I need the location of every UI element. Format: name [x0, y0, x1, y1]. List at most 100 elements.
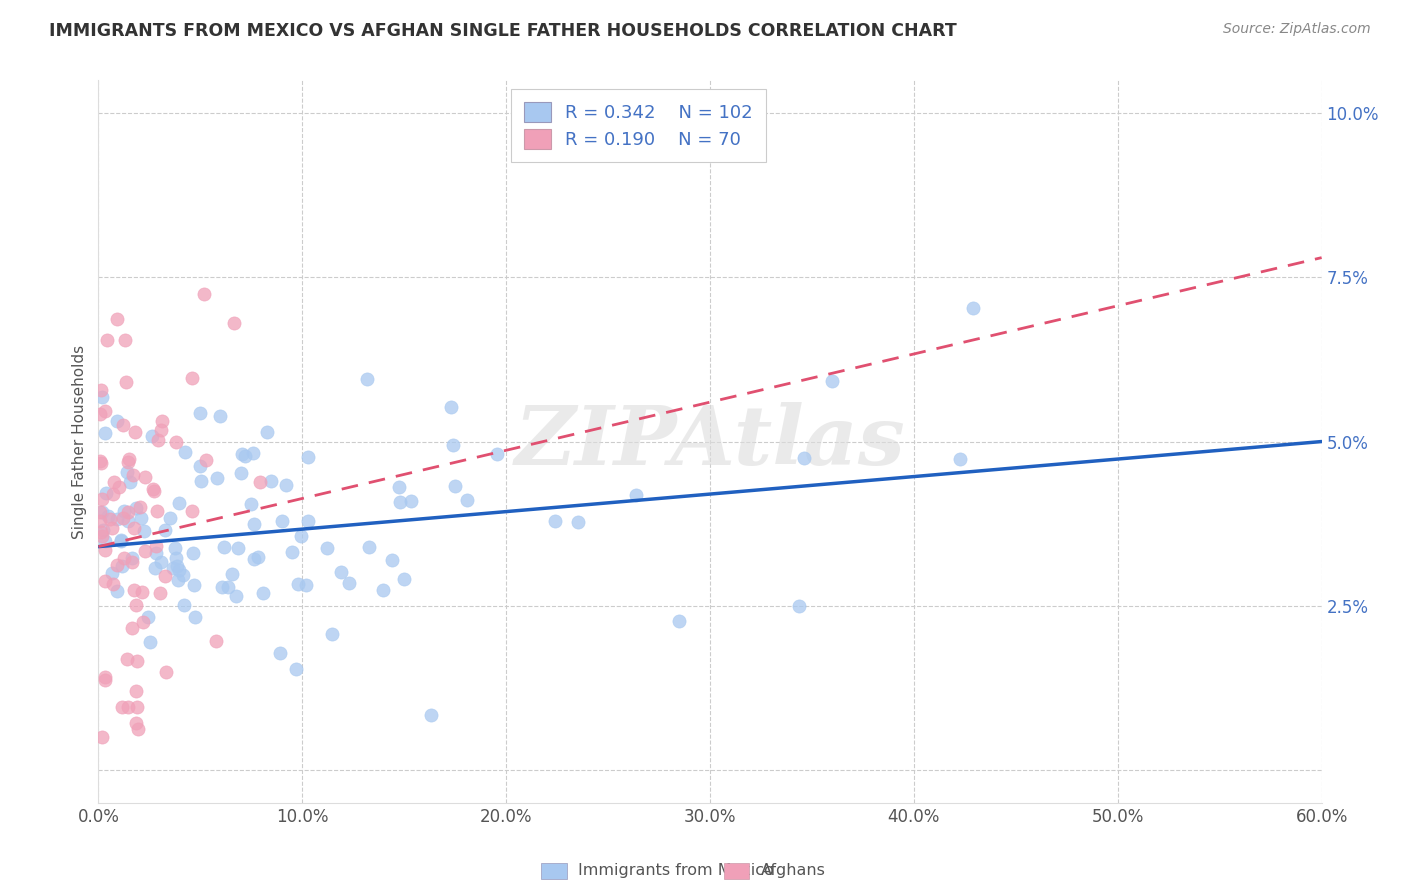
Point [204, 634, 226, 648]
Point [103, 475, 125, 489]
Point [231, 447, 253, 461]
Point [124, 425, 146, 439]
Point [90, 384, 112, 398]
Point [117, 455, 139, 469]
Point [117, 505, 139, 519]
Point [145, 504, 167, 518]
Point [89, 514, 111, 528]
Point [174, 444, 197, 458]
Point [105, 558, 128, 573]
Point [105, 414, 128, 428]
Point [112, 504, 135, 518]
Legend: R = 0.342    N = 102, R = 0.190    N = 70: R = 0.342 N = 102, R = 0.190 N = 70 [512, 89, 765, 161]
Point [105, 584, 128, 599]
Point [121, 621, 143, 635]
Point [111, 699, 134, 714]
Point [94, 673, 117, 687]
Point [371, 582, 394, 597]
Text: ZIPAtlas: ZIPAtlas [515, 401, 905, 482]
Point [159, 510, 181, 524]
Point [150, 555, 173, 569]
Point [225, 590, 247, 604]
Point [444, 479, 467, 493]
Point [184, 610, 207, 624]
Point [356, 372, 378, 386]
Point [624, 488, 647, 502]
Point [165, 551, 187, 566]
Point [134, 470, 156, 484]
Point [188, 406, 211, 420]
Text: Afghans: Afghans [761, 863, 825, 878]
Point [285, 662, 308, 676]
Point [91, 492, 114, 507]
Point [117, 514, 139, 528]
Point [165, 435, 187, 450]
Point [173, 598, 195, 612]
Point [124, 684, 146, 698]
Text: Immigrants from Mexico: Immigrants from Mexico [578, 863, 773, 878]
Point [141, 429, 163, 443]
Point [221, 567, 243, 582]
Text: Source: ZipAtlas.com: Source: ZipAtlas.com [1223, 22, 1371, 37]
Point [111, 417, 134, 432]
Point [297, 515, 319, 529]
Point [668, 615, 690, 629]
Point [101, 576, 124, 591]
Point [167, 496, 190, 510]
Text: IMMIGRANTS FROM MEXICO VS AFGHAN SINGLE FATHER HOUSEHOLDS CORRELATION CHART: IMMIGRANTS FROM MEXICO VS AFGHAN SINGLE … [49, 22, 957, 40]
Point [399, 494, 422, 508]
Point [108, 480, 131, 494]
Point [252, 586, 274, 600]
Point [212, 540, 235, 554]
Point [149, 585, 172, 599]
Point [247, 549, 270, 564]
Point [357, 540, 380, 554]
Point [150, 414, 173, 428]
Point [544, 515, 567, 529]
Point [190, 474, 212, 488]
Point [193, 286, 215, 301]
Point [110, 533, 132, 548]
Point [388, 495, 411, 509]
Point [96, 333, 118, 347]
Point [166, 574, 188, 588]
Point [96, 486, 118, 500]
Point [105, 311, 128, 326]
Point [181, 370, 204, 384]
Point [121, 467, 143, 482]
Point [90, 456, 112, 470]
Point [89, 505, 111, 519]
Point [172, 568, 194, 582]
Point [260, 474, 283, 488]
Point [287, 576, 309, 591]
Point [100, 512, 122, 526]
Point [388, 480, 411, 494]
Point [793, 451, 815, 466]
Point [118, 475, 141, 489]
Point [94, 533, 117, 548]
Point [134, 544, 156, 558]
Point [297, 450, 319, 464]
Point [94, 670, 117, 684]
Point [821, 375, 844, 389]
Point [294, 578, 316, 592]
Point [89, 408, 111, 422]
Point [217, 580, 239, 594]
Point [91, 524, 114, 538]
Point [229, 466, 252, 480]
Point [567, 516, 589, 530]
Point [125, 699, 148, 714]
Point [440, 400, 463, 414]
Point [131, 584, 153, 599]
Point [94, 574, 117, 589]
Point [162, 560, 184, 574]
Point [167, 562, 190, 576]
Point [243, 552, 266, 566]
Point [165, 541, 187, 555]
Point [290, 529, 312, 543]
Point [91, 529, 114, 543]
Point [226, 541, 249, 556]
Point [132, 615, 155, 629]
Point [139, 635, 162, 649]
Point [111, 511, 134, 525]
